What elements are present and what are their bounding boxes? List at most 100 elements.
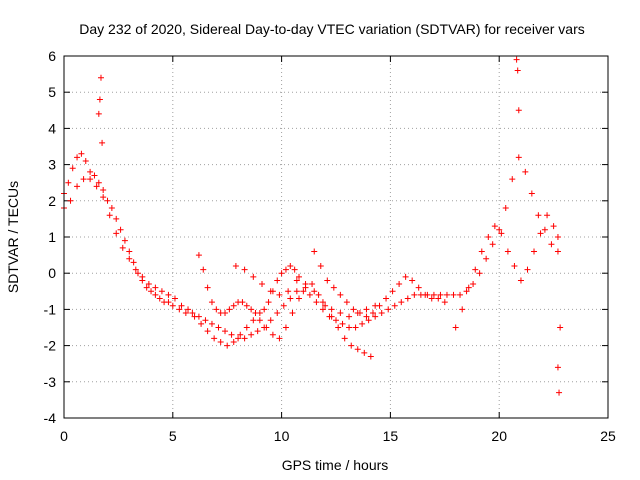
data-point (278, 270, 285, 277)
data-point (282, 266, 289, 273)
data-point (132, 266, 139, 273)
data-point (335, 324, 342, 331)
data-point (502, 205, 509, 212)
data-point (315, 291, 322, 298)
data-point (319, 306, 326, 313)
data-point (208, 299, 215, 306)
data-point (226, 306, 233, 313)
data-point (296, 295, 303, 302)
series-track-c (195, 252, 303, 317)
data-point (250, 317, 257, 324)
data-point (491, 223, 498, 230)
data-point (285, 288, 292, 295)
y-tick-label: 3 (48, 157, 56, 173)
data-point (311, 288, 318, 295)
data-point (489, 241, 496, 248)
data-point (557, 324, 564, 331)
data-point (126, 248, 133, 255)
data-point (346, 313, 353, 320)
data-point (359, 320, 366, 327)
data-point (452, 324, 459, 331)
data-point (333, 317, 339, 324)
data-point (176, 306, 183, 313)
data-point (224, 342, 231, 349)
data-point (463, 288, 470, 295)
data-point (261, 306, 268, 313)
data-point (514, 67, 521, 74)
series-track-a (61, 150, 561, 342)
x-tick-label: 20 (491, 428, 507, 444)
y-tick-label: 1 (48, 229, 56, 245)
data-point (537, 230, 544, 237)
data-point (156, 295, 163, 302)
data-point (496, 226, 503, 233)
y-tick-label: -1 (44, 301, 57, 317)
data-point (354, 346, 361, 353)
data-point (352, 324, 359, 331)
series-outliers (95, 56, 564, 396)
grid-layer (64, 56, 608, 418)
data-point (437, 291, 444, 298)
data-point (541, 226, 548, 233)
data-point (208, 320, 215, 327)
x-tick-label: 15 (383, 428, 399, 444)
data-point (185, 306, 192, 313)
data-point (228, 331, 235, 338)
data-point (428, 295, 435, 302)
data-point (276, 291, 283, 298)
y-tick-label: -4 (44, 410, 57, 426)
data-point (106, 212, 113, 219)
data-point (293, 277, 300, 284)
data-point (243, 324, 250, 331)
x-tick-label: 10 (274, 428, 290, 444)
data-point (239, 299, 246, 306)
data-point (341, 335, 348, 342)
data-point (182, 310, 189, 317)
data-point (126, 255, 133, 262)
data-point (509, 176, 516, 183)
data-point (309, 281, 316, 288)
data-point (267, 288, 274, 295)
data-point (91, 172, 98, 179)
data-point (241, 335, 248, 342)
data-point (113, 215, 120, 222)
data-point (95, 110, 102, 117)
data-point (515, 154, 522, 161)
data-point (222, 328, 229, 335)
data-point (104, 197, 111, 204)
data-point (69, 165, 76, 172)
data-point (459, 306, 466, 313)
data-point (230, 338, 237, 345)
data-point (274, 310, 281, 317)
data-point (256, 310, 263, 317)
data-point (337, 291, 344, 298)
data-point (148, 288, 155, 295)
data-point (528, 190, 535, 197)
data-point (328, 313, 335, 320)
chart-title: Day 232 of 2020, Sidereal Day-to-day VTE… (79, 21, 585, 37)
data-point (100, 186, 107, 193)
y-tick-label: 5 (48, 84, 56, 100)
data-point (346, 324, 353, 331)
data-point (289, 310, 296, 317)
data-point (130, 259, 137, 266)
data-point (134, 270, 141, 277)
series-track-b (61, 176, 374, 360)
data-point (293, 288, 300, 295)
data-point (470, 281, 477, 288)
data-point (389, 288, 396, 295)
data-point (93, 183, 100, 190)
data-point (535, 212, 542, 219)
data-point (522, 168, 529, 175)
data-point (435, 295, 442, 302)
data-point (361, 349, 368, 356)
data-point (82, 157, 89, 164)
data-point (97, 74, 104, 81)
data-point (363, 306, 370, 313)
data-point (383, 295, 390, 302)
data-point (485, 234, 492, 240)
data-point (411, 291, 418, 298)
data-point (550, 223, 557, 230)
data-point (443, 291, 450, 298)
data-point (317, 262, 324, 269)
